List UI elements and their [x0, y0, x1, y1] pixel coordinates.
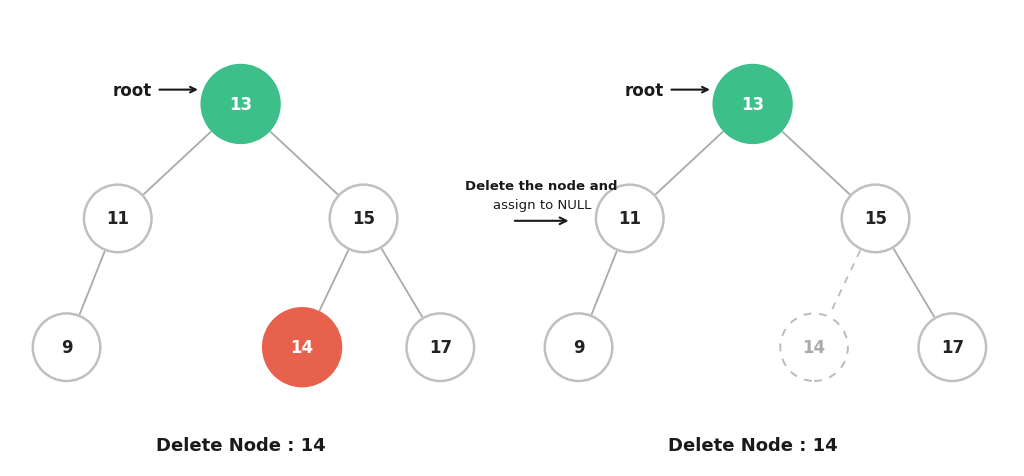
Text: Delete Node : 14: Delete Node : 14	[156, 436, 326, 454]
Text: Delete Node : 14: Delete Node : 14	[668, 436, 838, 454]
Text: 9: 9	[572, 338, 585, 357]
Ellipse shape	[596, 185, 664, 253]
Ellipse shape	[714, 66, 792, 144]
Ellipse shape	[263, 308, 341, 387]
Ellipse shape	[407, 314, 474, 381]
Ellipse shape	[202, 66, 280, 144]
Ellipse shape	[545, 314, 612, 381]
Text: 17: 17	[429, 338, 452, 357]
Ellipse shape	[84, 185, 152, 253]
Text: 14: 14	[803, 338, 825, 357]
Text: 9: 9	[60, 338, 73, 357]
Text: 15: 15	[352, 210, 375, 228]
Ellipse shape	[330, 185, 397, 253]
Text: assign to NULL: assign to NULL	[493, 199, 591, 212]
Ellipse shape	[33, 314, 100, 381]
Text: 17: 17	[941, 338, 964, 357]
Ellipse shape	[842, 185, 909, 253]
Text: root: root	[625, 81, 664, 99]
Text: 14: 14	[291, 338, 313, 357]
Text: root: root	[113, 81, 152, 99]
Text: 13: 13	[229, 96, 252, 114]
Text: 11: 11	[106, 210, 129, 228]
Ellipse shape	[919, 314, 986, 381]
Text: 11: 11	[618, 210, 641, 228]
Text: 15: 15	[864, 210, 887, 228]
Ellipse shape	[780, 314, 848, 381]
Text: 13: 13	[741, 96, 764, 114]
Text: Delete the node and: Delete the node and	[466, 180, 617, 193]
